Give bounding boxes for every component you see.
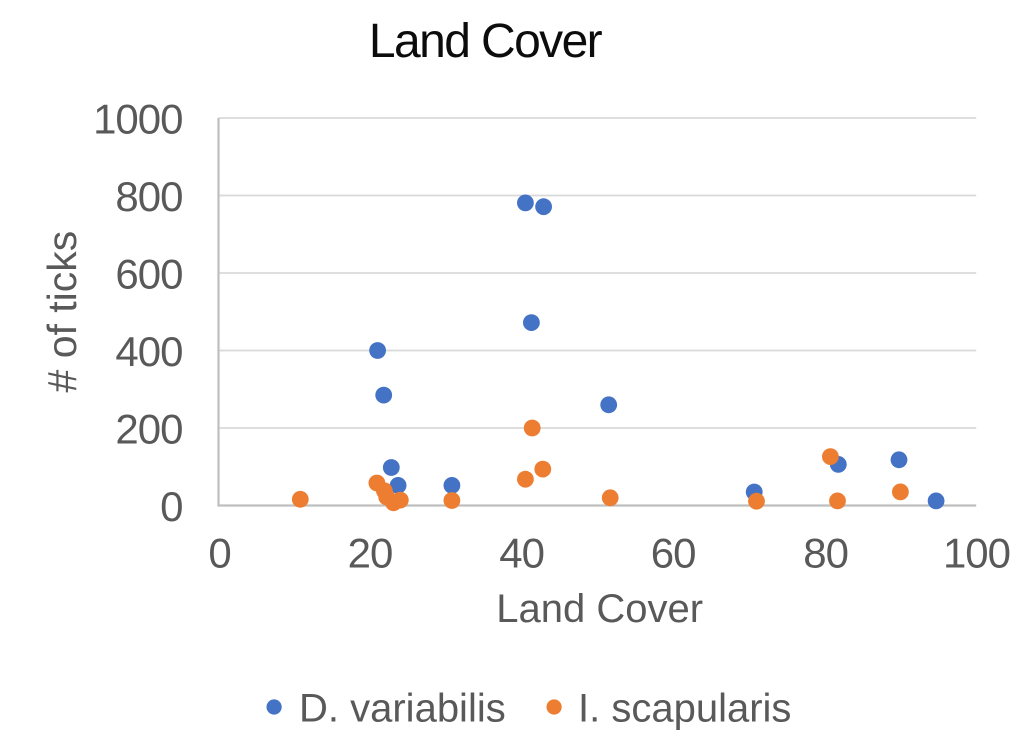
svg-text:# of ticks: # of ticks: [39, 231, 85, 393]
svg-text:D. variabilis: D. variabilis: [299, 687, 506, 731]
svg-text:20: 20: [348, 529, 393, 576]
svg-text:80: 80: [803, 529, 848, 576]
svg-text:Land Cover: Land Cover: [369, 15, 603, 68]
svg-text:200: 200: [115, 405, 182, 452]
svg-text:I. scapularis: I. scapularis: [578, 687, 791, 731]
svg-text:60: 60: [651, 529, 696, 576]
svg-text:400: 400: [115, 328, 182, 375]
svg-text:40: 40: [499, 529, 544, 576]
svg-text:800: 800: [115, 173, 182, 220]
svg-text:1000: 1000: [93, 95, 182, 142]
svg-text:Land Cover: Land Cover: [496, 587, 703, 631]
svg-text:600: 600: [115, 250, 182, 297]
svg-text:0: 0: [208, 529, 230, 576]
svg-text:100: 100: [943, 529, 1010, 576]
svg-text:0: 0: [160, 483, 182, 530]
